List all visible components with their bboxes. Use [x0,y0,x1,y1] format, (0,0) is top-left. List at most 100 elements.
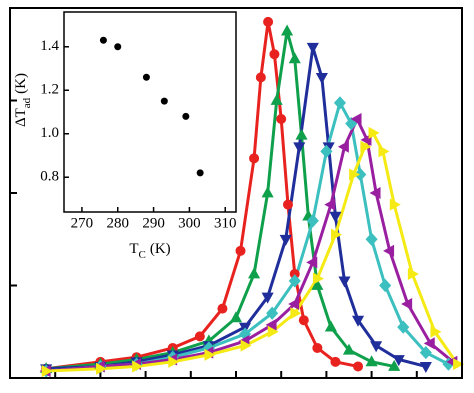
series-line [46,46,427,371]
marker [266,306,279,320]
marker [388,359,401,371]
marker [368,126,380,139]
x-tick-label: 270 [71,215,94,231]
marker [419,362,432,374]
marker [282,199,293,210]
marker [269,49,280,60]
marker [379,278,392,293]
marker [397,320,410,334]
y-tick-label: 1.4 [40,38,59,54]
x-tick-label: 280 [107,215,130,231]
y-tick-label: 1.0 [40,125,59,141]
marker [349,168,361,181]
point [160,97,168,105]
marker [306,214,319,228]
marker [333,96,347,110]
y-tick-label: 1.2 [40,82,59,98]
marker [392,355,405,367]
marker [240,339,252,352]
marker [276,114,287,124]
y-tick-label: 0.8 [40,169,59,185]
marker [298,315,309,326]
y-axis-label: ΔTad (K) [13,73,32,127]
marker [338,276,351,288]
label-main: ΔT [13,108,29,127]
marker [312,272,324,285]
marker [288,297,300,311]
point [142,73,150,81]
marker [354,167,367,182]
marker [288,274,301,288]
point [182,112,190,120]
marker [419,345,432,360]
label-unit: (K) [150,241,171,257]
marker [360,140,372,153]
marker [132,360,144,373]
marker [315,72,328,84]
marker [423,337,435,350]
marker [365,355,378,367]
marker [401,297,413,311]
marker [249,153,260,164]
label-sub: ad [21,97,33,108]
plot-frame [9,7,463,379]
marker [389,198,401,211]
x-tick-label: 290 [142,215,165,231]
marker [261,186,274,198]
label-sub: C [139,249,146,261]
marker [306,256,318,269]
marker [255,72,266,83]
marker [265,318,277,331]
marker [281,24,294,36]
marker [311,278,324,290]
marker [235,245,246,256]
point [114,43,122,51]
x-tick-label: 300 [178,215,201,231]
marker [320,144,333,158]
marker [370,341,383,353]
marker [324,320,337,332]
marker [330,356,341,367]
series-line [46,129,459,373]
inset-background [63,11,237,213]
marker [261,292,274,304]
marker [351,315,365,327]
marker [295,128,308,140]
marker [290,307,302,320]
marker [96,362,107,375]
marker [270,93,283,105]
marker [279,234,292,246]
series-line [46,115,454,373]
marker [329,211,342,223]
label-main: T [129,241,138,257]
marker [365,232,378,246]
marker [263,16,274,27]
marker [369,186,381,200]
marker [41,365,53,378]
marker [430,325,442,338]
marker [353,361,364,372]
point [99,36,107,44]
marker [383,244,395,257]
marker [168,355,180,368]
marker [217,303,228,314]
marker [350,112,362,126]
marker [312,342,323,353]
marker [194,331,205,342]
label-unit: (K) [13,73,29,94]
marker [331,228,343,241]
point [196,169,204,177]
marker [229,311,243,323]
marker [289,268,300,279]
marker [378,145,390,158]
marker [453,358,465,371]
x-tick-label: 310 [214,215,237,231]
marker [248,267,261,279]
marker [267,325,279,338]
marker [293,142,306,154]
marker [288,52,301,64]
series-line [46,98,450,373]
marker [337,140,349,153]
marker [407,267,419,280]
